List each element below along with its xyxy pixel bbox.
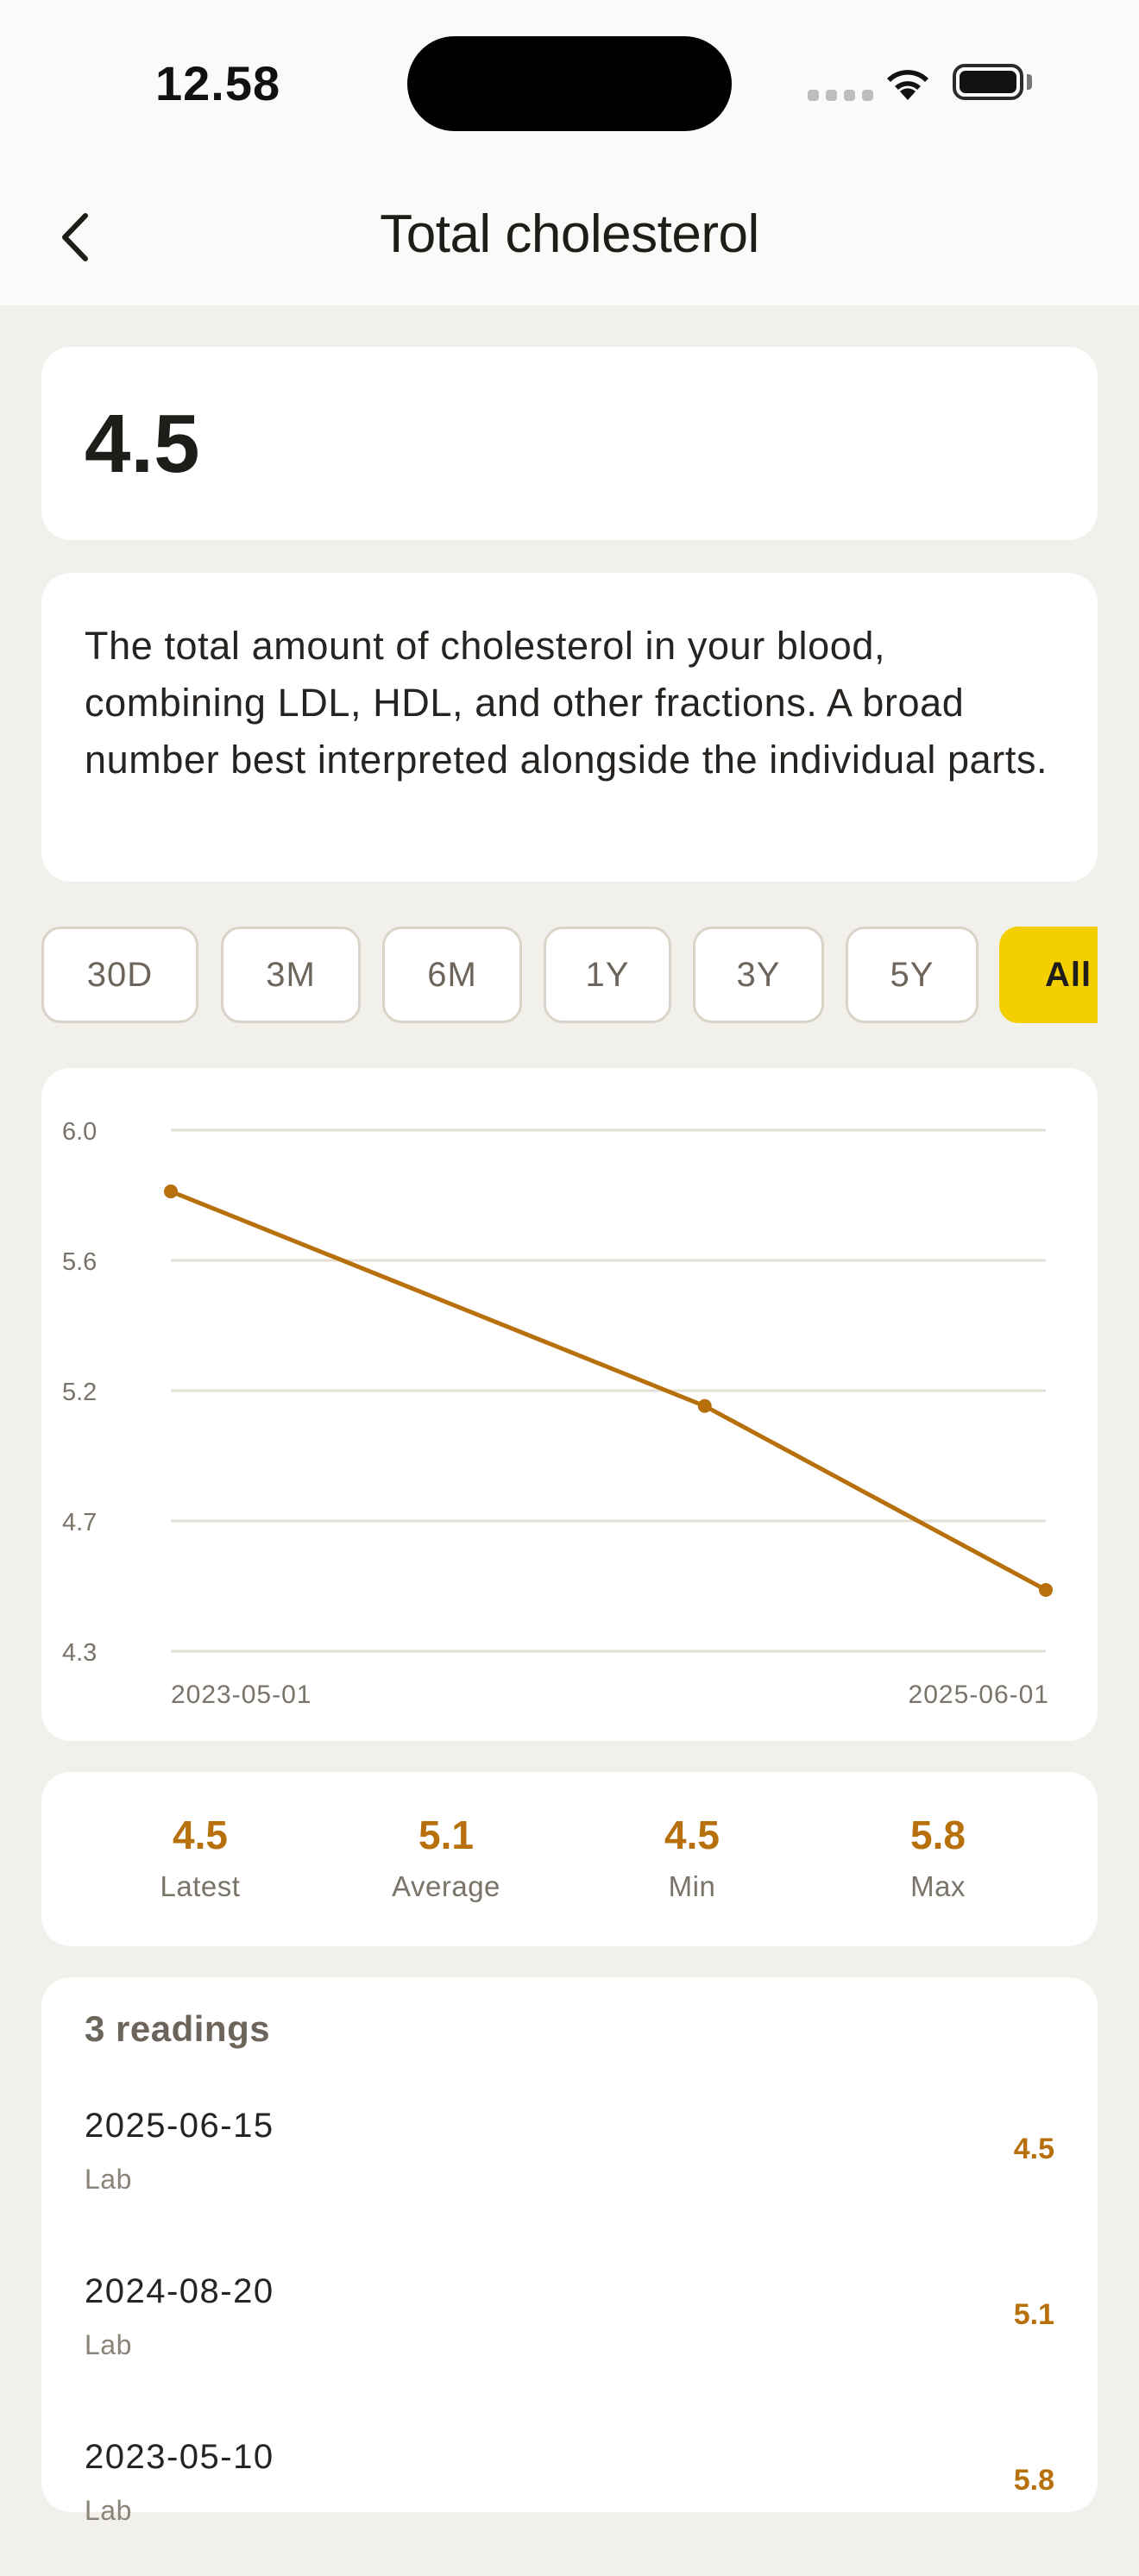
dynamic-island	[407, 36, 732, 131]
y-tick-label: 5.2	[62, 1379, 97, 1406]
status-bar: 12.58	[0, 0, 1139, 164]
range-button-5y[interactable]: 5Y	[846, 927, 979, 1023]
wifi-icon	[887, 70, 928, 100]
reading-source: Lab	[85, 2329, 132, 2360]
y-tick-label: 6.0	[62, 1118, 97, 1146]
data-point	[164, 1184, 178, 1199]
range-button-1y[interactable]: 1Y	[544, 927, 671, 1023]
battery-icon	[953, 64, 1023, 100]
time-range-selector: 30D 3M 6M 1Y 3Y 5Y All	[41, 927, 1098, 1023]
stat-latest-label: Latest	[160, 1870, 241, 1902]
status-time: 12.58	[155, 56, 281, 110]
y-tick-label: 4.3	[62, 1639, 97, 1667]
data-point	[1039, 1582, 1053, 1597]
current-value-card: 4.5	[41, 347, 1098, 540]
y-tick-label: 5.6	[62, 1248, 97, 1276]
stat-average: 5.1 Average	[343, 1812, 550, 1903]
stat-min-label: Min	[668, 1870, 716, 1902]
stat-latest: 4.5 Latest	[97, 1812, 304, 1903]
stat-max: 5.8 Max	[834, 1812, 1041, 1903]
x-tick-label: 2023-05-01	[171, 1681, 311, 1709]
reading-row[interactable]: 2025-06-15 Lab 4.5	[85, 2107, 1054, 2245]
readings-card: 3 readings 2025-06-15 Lab 4.5 2024-08-20…	[41, 1977, 1098, 2526]
trend-chart-card: 6.0 5.6 5.2 4.7 4.3 2023-05-01 2025-06-01	[41, 1068, 1098, 1741]
stat-average-label: Average	[392, 1870, 500, 1902]
stat-average-value: 5.1	[418, 1813, 474, 1857]
stat-max-label: Max	[910, 1870, 966, 1902]
reading-row[interactable]: 2023-05-10 Lab 5.8	[85, 2438, 1054, 2576]
chevron-left-icon	[62, 213, 88, 261]
reading-value: 4.5	[1013, 2133, 1054, 2165]
stat-max-value: 5.8	[910, 1813, 966, 1857]
x-tick-label: 2025-06-01	[909, 1681, 1049, 1709]
range-button-3m[interactable]: 3M	[221, 927, 361, 1023]
current-value: 4.5	[85, 398, 200, 490]
trend-chart: 6.0 5.6 5.2 4.7 4.3 2023-05-01 2025-06-01	[62, 1118, 1053, 1709]
description-text: The total amount of cholesterol in your …	[85, 624, 1048, 782]
navigation-bar: Total cholesterol	[0, 164, 1139, 305]
stat-min: 4.5 Min	[588, 1812, 796, 1903]
y-tick-label: 4.7	[62, 1509, 97, 1536]
stat-min-value: 4.5	[664, 1813, 720, 1857]
reading-row[interactable]: 2024-08-20 Lab 5.1	[85, 2272, 1054, 2410]
reading-source: Lab	[85, 2164, 132, 2195]
range-button-all[interactable]: All	[999, 927, 1098, 1023]
reading-date: 2025-06-15	[85, 2107, 274, 2145]
reading-value: 5.8	[1013, 2464, 1054, 2497]
stat-latest-value: 4.5	[173, 1813, 228, 1857]
range-button-30d[interactable]: 30D	[41, 927, 198, 1023]
cellular-signal-icon	[808, 90, 873, 101]
back-button[interactable]	[45, 198, 105, 276]
readings-count-title: 3 readings	[85, 2008, 271, 2049]
page-title: Total cholesterol	[380, 204, 759, 264]
statistics-card: 4.5 Latest 5.1 Average 4.5 Min 5.8 Max	[41, 1772, 1098, 1946]
range-button-6m[interactable]: 6M	[382, 927, 522, 1023]
reading-value: 5.1	[1013, 2298, 1054, 2331]
reading-date: 2024-08-20	[85, 2272, 274, 2310]
range-button-3y[interactable]: 3Y	[693, 927, 824, 1023]
description-card: The total amount of cholesterol in your …	[41, 573, 1098, 882]
data-point	[697, 1398, 712, 1413]
reading-date: 2023-05-10	[85, 2438, 274, 2476]
reading-source: Lab	[85, 2495, 132, 2526]
